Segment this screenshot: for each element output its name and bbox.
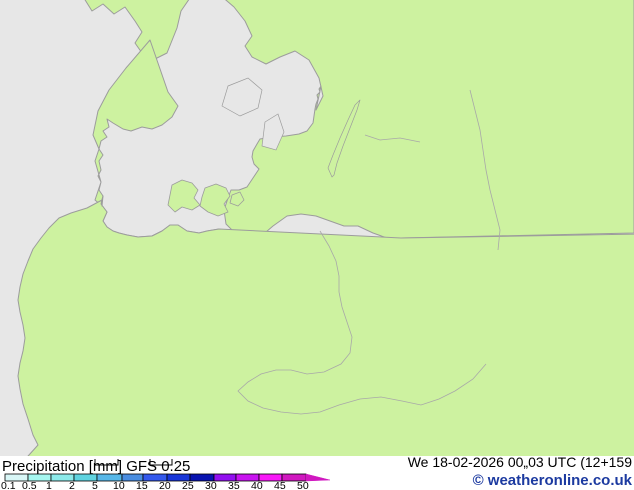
svg-text:35: 35 <box>228 480 240 490</box>
svg-text:10: 10 <box>113 480 125 490</box>
svg-text:Precipitation [mm] GFS 0.25: Precipitation [mm] GFS 0.25 <box>2 458 190 475</box>
svg-text:25: 25 <box>182 480 194 490</box>
svg-text:45: 45 <box>274 480 286 490</box>
svg-text:30: 30 <box>205 480 217 490</box>
svg-text:We 18-02-2026 00„03 UTC (12+15: We 18-02-2026 00„03 UTC (12+159 <box>408 454 632 470</box>
svg-text:5: 5 <box>92 480 98 490</box>
svg-text:0.1: 0.1 <box>1 480 16 490</box>
svg-text:© weatheronline.co.uk: © weatheronline.co.uk <box>473 472 633 489</box>
svg-text:1: 1 <box>46 480 52 490</box>
svg-text:40: 40 <box>251 480 263 490</box>
svg-text:15: 15 <box>136 480 148 490</box>
svg-text:2: 2 <box>69 480 75 490</box>
svg-text:20: 20 <box>159 480 171 490</box>
svg-text:0.5: 0.5 <box>22 480 37 490</box>
svg-text:50: 50 <box>297 480 309 490</box>
